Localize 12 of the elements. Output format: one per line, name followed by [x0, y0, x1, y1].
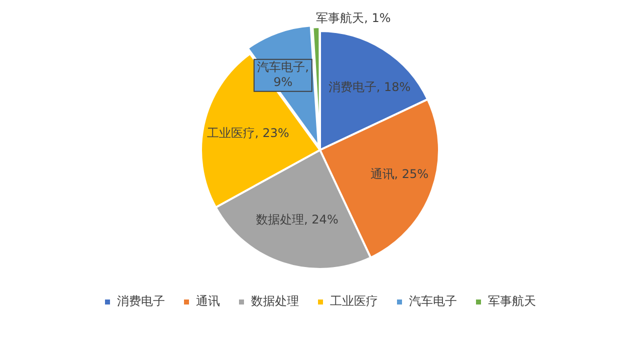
data-label: 汽车电子, 9% [257, 60, 309, 90]
legend-label: 汽车电子 [409, 294, 457, 308]
data-label: 通讯, 25% [370, 167, 429, 182]
legend-label: 消费电子 [117, 294, 165, 308]
data-label: 军事航天, 1% [316, 11, 391, 26]
data-label: 工业医疗, 23% [206, 126, 290, 140]
data-label: 数据处理, 24% [256, 212, 338, 226]
legend-label: 军事航天 [488, 294, 536, 308]
legend-label: 数据处理 [251, 294, 299, 308]
legend-label: 工业医疗 [330, 294, 378, 308]
data-label: 消费电子, 18% [328, 80, 411, 94]
legend-label: 通讯 [196, 294, 220, 308]
